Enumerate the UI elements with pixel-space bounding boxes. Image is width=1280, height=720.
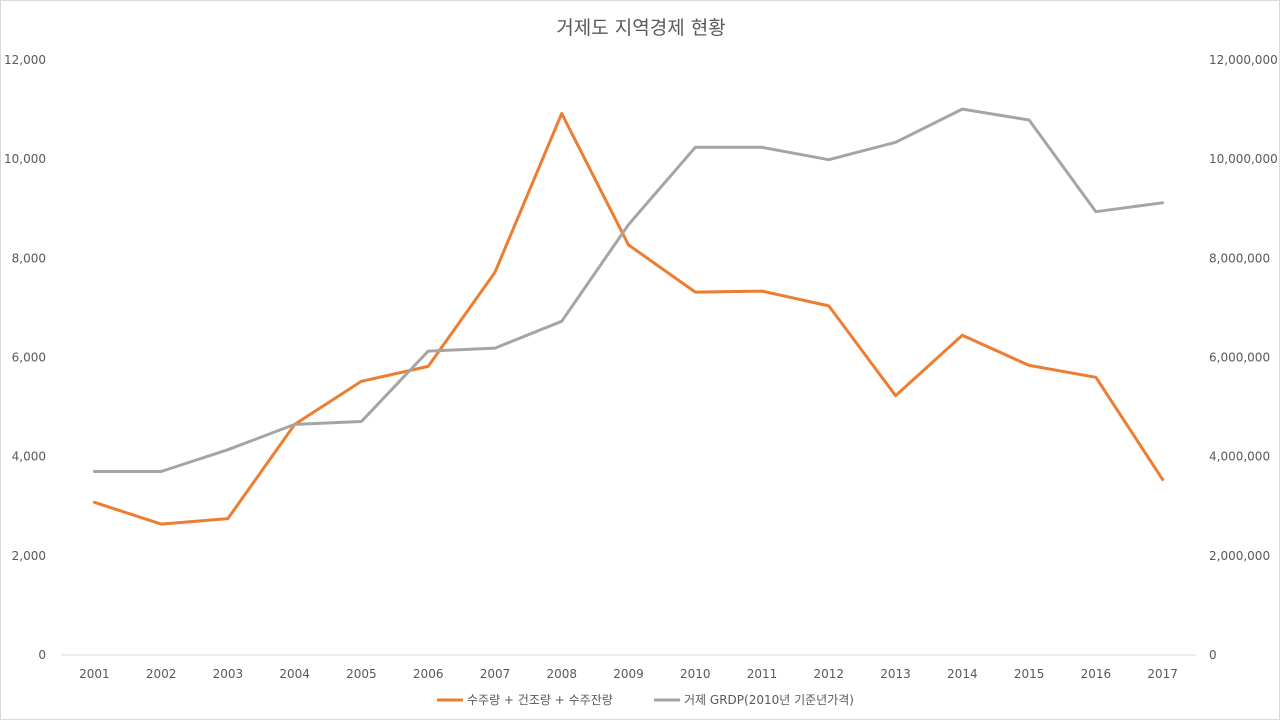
series-line-2 [92,107,1165,473]
x-tick-label: 2011 [747,667,778,681]
x-tick-label: 2002 [146,667,177,681]
y-right-tick-label: 6,000,000 [1209,351,1270,365]
x-tick-label: 2004 [279,667,310,681]
y-right-tick-label: 8,000,000 [1209,251,1270,265]
y-left-tick-label: 2,000 [12,549,46,563]
legend-label-2: 거제 GRDP(2010년 기준년가격) [684,693,854,707]
x-tick-label: 2010 [680,667,711,681]
x-tick-label: 2008 [546,667,577,681]
x-tick-label: 2016 [1081,667,1112,681]
x-tick-label: 2013 [880,667,911,681]
y-left-tick-label: 6,000 [12,351,46,365]
x-tick-label: 2009 [613,667,644,681]
x-tick-label: 2015 [1014,667,1045,681]
y-right-tick-label: 2,000,000 [1209,549,1270,563]
x-tick-label: 2007 [480,667,511,681]
y-right-tick-label: 4,000,000 [1209,450,1270,464]
x-tick-label: 2014 [947,667,978,681]
y-left-tick-label: 12,000 [4,53,46,67]
x-tick-label: 2005 [346,667,377,681]
x-tick-label: 2001 [79,667,110,681]
x-tick-label: 2006 [413,667,444,681]
y-right-tick-label: 10,000,000 [1209,152,1278,166]
y-left-tick-label: 10,000 [4,152,46,166]
x-tick-label: 2017 [1147,667,1178,681]
y-left-tick-label: 8,000 [12,251,46,265]
x-tick-label: 2003 [213,667,244,681]
chart-title: 거제도 지역경제 현황 [556,17,725,39]
series-line-1 [92,112,1165,526]
y-left-tick-label: 4,000 [12,450,46,464]
x-tick-label: 2012 [814,667,845,681]
y-left-tick-label: 0 [38,648,46,662]
y-right-tick-label: 12,000,000 [1209,53,1278,67]
y-right-tick-label: 0 [1209,648,1217,662]
legend-label-1: 수주량 + 건조량 + 수주잔량 [467,693,613,707]
